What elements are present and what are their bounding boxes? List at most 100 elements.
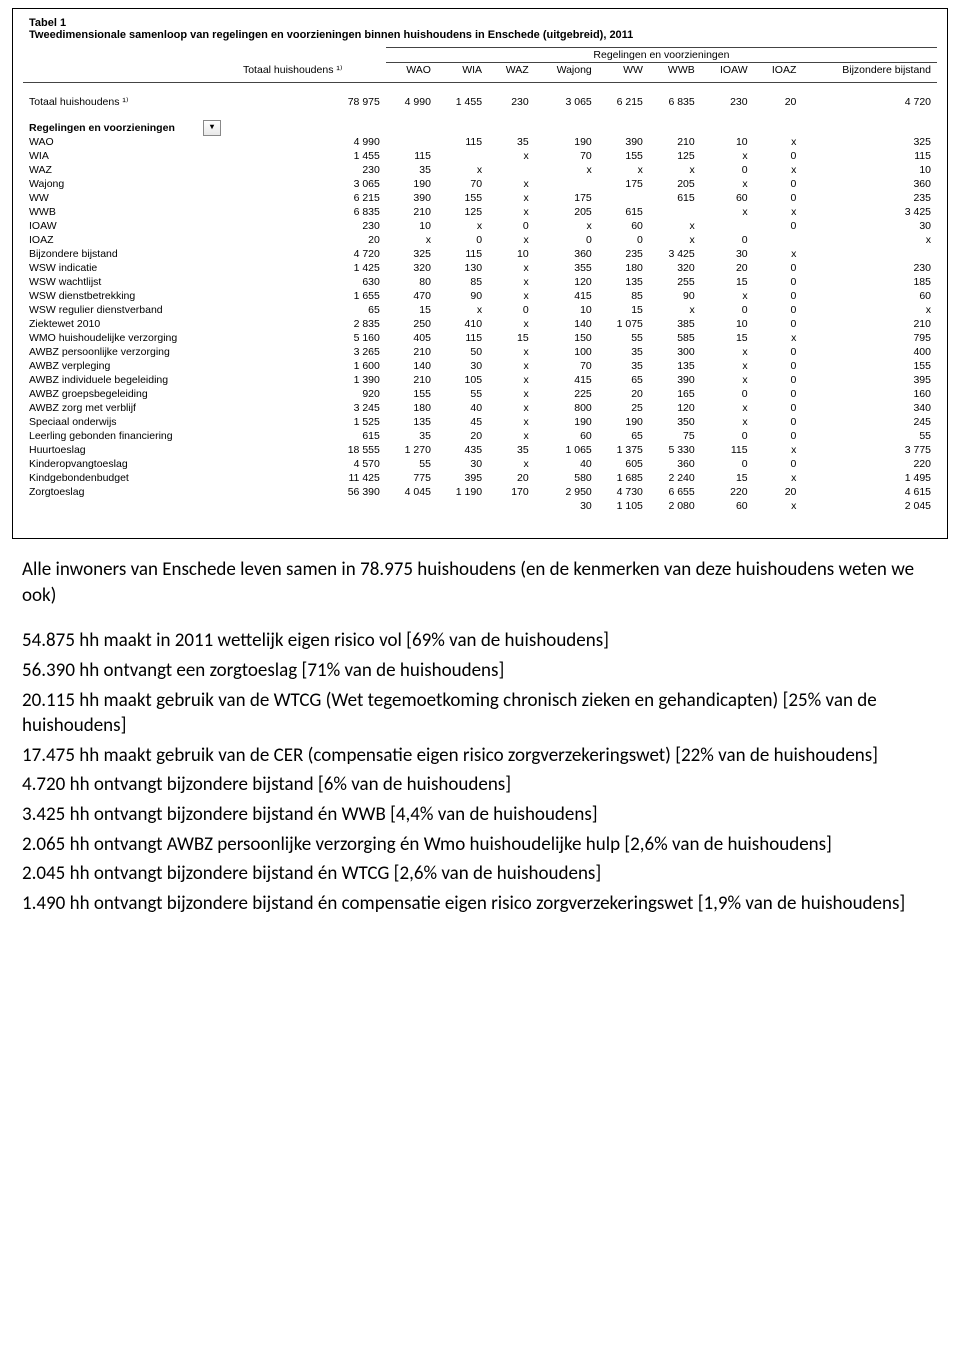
row-label: IOAW [23,219,237,233]
body-text: Alle inwoners van Enschede leven samen i… [22,557,938,917]
cell: 3 775 [802,443,937,457]
table-row: WW6 215390155x175615600235 [23,191,937,205]
cell: x [701,205,754,219]
cell: 170 [488,485,535,499]
cell: 56 390 [237,485,386,499]
cell: 0 [754,289,803,303]
table-row: Zorgtoeslag56 3904 0451 1901702 9504 730… [23,485,937,499]
cell: 3 245 [237,401,386,415]
cell: 0 [754,303,803,317]
cell: x [488,415,535,429]
row-label: AWBZ verpleging [23,359,237,373]
cell: 1 270 [386,443,437,457]
paragraph: 17.475 hh maakt gebruik van de CER (comp… [22,743,938,769]
cell: 35 [598,345,649,359]
cell: 4 990 [237,135,386,149]
cell: 250 [386,317,437,331]
cell: 340 [802,401,937,415]
cell: x [701,359,754,373]
cell: 120 [649,401,701,415]
cell: x [535,219,598,233]
cell: 210 [649,135,701,149]
cell: 395 [437,471,488,485]
row-label [23,499,237,513]
cell: 5 160 [237,331,386,345]
cell: 140 [535,317,598,331]
cell: 90 [649,289,701,303]
cell: 65 [598,373,649,387]
cell: 10 [488,247,535,261]
cell: 3 065 [237,177,386,191]
table-row: IOAZ20x0x00x0x [23,233,937,247]
cell: 10 [802,163,937,177]
super-header-label: Regelingen en voorzieningen [386,48,937,63]
cell: 230 [802,261,937,275]
totaal-row-label: Totaal huishoudens ¹⁾ [23,95,237,109]
cell [535,177,598,191]
table-row: WWB6 835210125x205615xx3 425 [23,205,937,219]
col-totaal: Totaal huishoudens ¹⁾ [237,63,386,83]
table-row: WAZ23035xxxx0x10 [23,163,937,177]
cell [488,163,535,177]
cell: x [488,261,535,275]
cell: 385 [649,317,701,331]
cell: 190 [535,135,598,149]
cell: 2 835 [237,317,386,331]
cell: x [488,457,535,471]
table-row: WSW indicatie1 425320130x355180320200230 [23,261,937,275]
cell: 160 [802,387,937,401]
cell: 0 [598,233,649,247]
filter-dropdown-icon[interactable]: ▾ [203,120,221,136]
cell: 60 [598,219,649,233]
cell: 30 [802,219,937,233]
cell: 4 570 [237,457,386,471]
cell: 580 [535,471,598,485]
cell: 20 [701,261,754,275]
cell: 0 [701,163,754,177]
cell: x [488,177,535,191]
cell: 4 615 [802,485,937,499]
cell: x [488,359,535,373]
cell: 25 [598,401,649,415]
cell: 30 [437,457,488,471]
cell: x [488,429,535,443]
cell: 615 [598,205,649,219]
cell: 55 [598,331,649,345]
cell: 2 950 [535,485,598,499]
cell: x [802,233,937,247]
cell: x [488,373,535,387]
cell: 205 [535,205,598,219]
col-header: IOAW [701,63,754,83]
cell: x [754,331,803,345]
cell: 210 [386,373,437,387]
paragraph: 2.045 hh ontvangt bijzondere bijstand én… [22,861,938,887]
cell: 615 [649,191,701,205]
cell: 615 [237,429,386,443]
cell: 325 [802,135,937,149]
cell: x [754,135,803,149]
table-row: Speciaal onderwijs1 52513545x190190350x0… [23,415,937,429]
row-label: IOAZ [23,233,237,247]
cell: 0 [754,373,803,387]
cell: x [386,233,437,247]
cell: x [701,345,754,359]
col-header: WW [598,63,649,83]
cell: x [754,443,803,457]
row-label: AWBZ groepsbegeleiding [23,387,237,401]
cell: 190 [386,177,437,191]
row-label: AWBZ zorg met verblijf [23,401,237,415]
cell: 210 [802,317,937,331]
cell: 0 [701,457,754,471]
cell: 585 [649,331,701,345]
cell: x [754,499,803,513]
section-heading: Regelingen en voorzieningen ▾ [23,121,237,135]
cell: 210 [386,205,437,219]
cell: 135 [386,415,437,429]
cell: 70 [535,359,598,373]
cell: 3 425 [802,205,937,219]
cell: 115 [802,149,937,163]
cell: 105 [437,373,488,387]
row-label: WSW regulier dienstverband [23,303,237,317]
cell: 220 [802,457,937,471]
row-label: Zorgtoeslag [23,485,237,499]
